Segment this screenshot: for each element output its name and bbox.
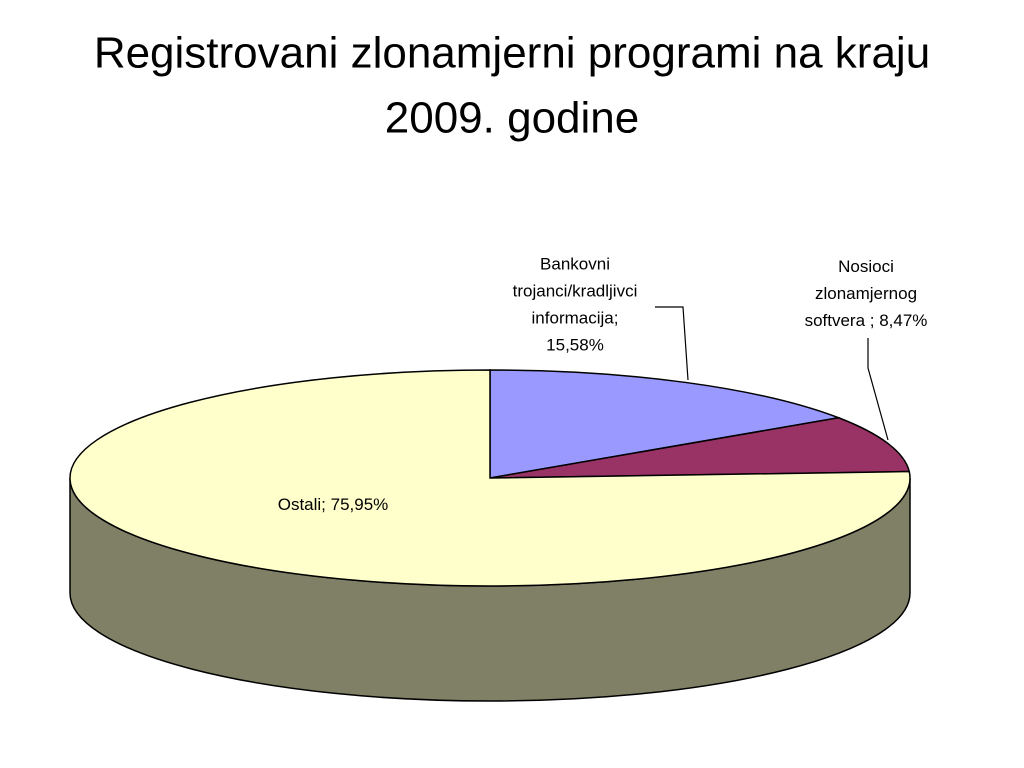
text-line: informacija; — [532, 309, 619, 328]
leader-line — [867, 338, 889, 441]
pie-slice — [489, 416, 911, 479]
text-line: softvera ; 8,47% — [805, 311, 928, 330]
text-line: Bankovni — [540, 255, 610, 274]
text-line: Nosioci — [838, 257, 894, 276]
text-line: Ostali; 75,95% — [278, 495, 389, 514]
chart-title: Registrovani zlonamjerni programi na kra… — [94, 29, 930, 143]
pie-slice — [69, 369, 911, 587]
data-label: Ostali; 75,95% — [278, 495, 389, 514]
text-line: 15,58% — [546, 336, 604, 355]
data-label: Bankovni trojanci/kradljivci informacija; 1… — [513, 255, 638, 355]
text-line: Registrovani zlonamjerni programi na kra… — [94, 29, 930, 78]
pie-slice — [489, 369, 842, 479]
data-label: Nosioci zlonamjernog softvera ; 8,47% — [805, 257, 928, 330]
text-line: zlonamjernog — [815, 284, 917, 303]
leader-line — [655, 306, 689, 381]
text-line: trojanci/kradljivci — [513, 282, 638, 301]
text-line: 2009. godine — [385, 94, 639, 143]
